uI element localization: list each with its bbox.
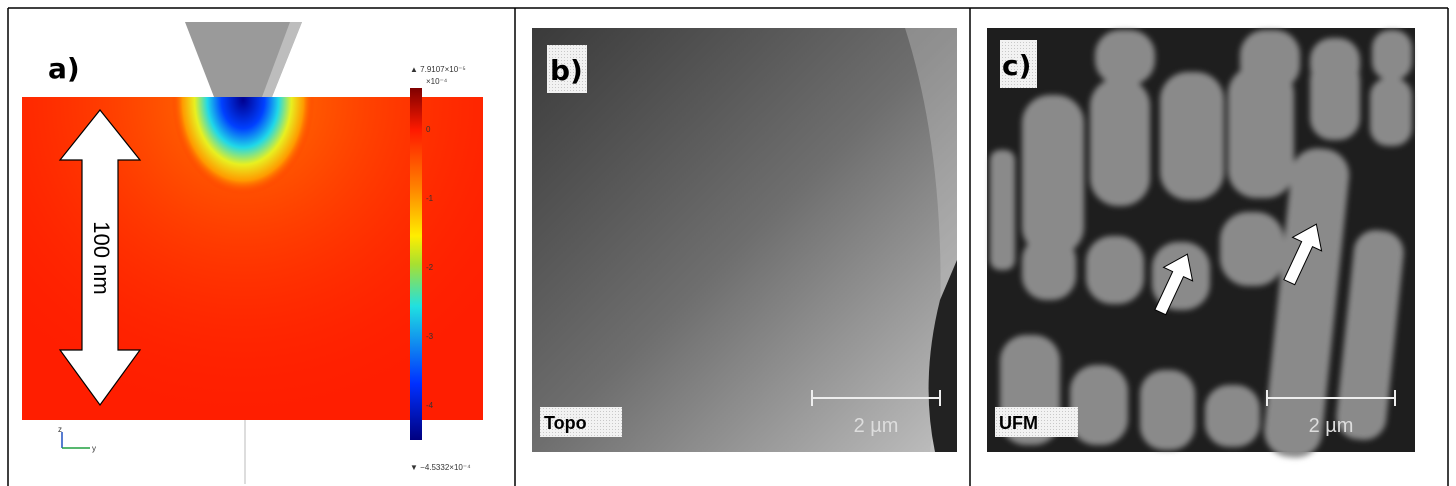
colorbar-tick: -1 [426,194,434,203]
panel-a: 100 nm a) ▲ 7.9107×10⁻⁵ ×10⁻⁴ 0 -1 -2 -3… [22,22,483,484]
colorbar-min: ▼ −4.5332×10⁻⁴ [410,463,471,472]
panel-b: b) Topo 2 µm [532,28,957,452]
panel-label: b) [550,54,583,87]
colorbar-tick: -3 [426,332,434,341]
mode-label: Topo [544,413,587,433]
axis-y-label: y [92,444,96,453]
panel-label: a) [48,52,80,85]
figure: 100 nm a) ▲ 7.9107×10⁻⁵ ×10⁻⁴ 0 -1 -2 -3… [0,0,1456,486]
colorbar-tick: -4 [426,401,434,410]
panel-c: c) UFM 2 µm [987,28,1415,460]
colorbar-tick: -2 [426,263,434,272]
colorbar-max: ▲ 7.9107×10⁻⁵ [410,65,466,74]
axis-z-label: z [58,425,62,434]
colorbar-multiplier: ×10⁻⁴ [426,77,448,86]
colorbar [410,88,422,440]
colorbar-tick: 0 [426,125,431,134]
scale-label: 2 µm [854,415,899,437]
panel-label: c) [1002,49,1031,82]
scale-label: 2 µm [1309,415,1354,437]
topography-image [532,28,957,452]
mode-label: UFM [999,413,1038,433]
dimension-label: 100 nm [89,221,114,294]
